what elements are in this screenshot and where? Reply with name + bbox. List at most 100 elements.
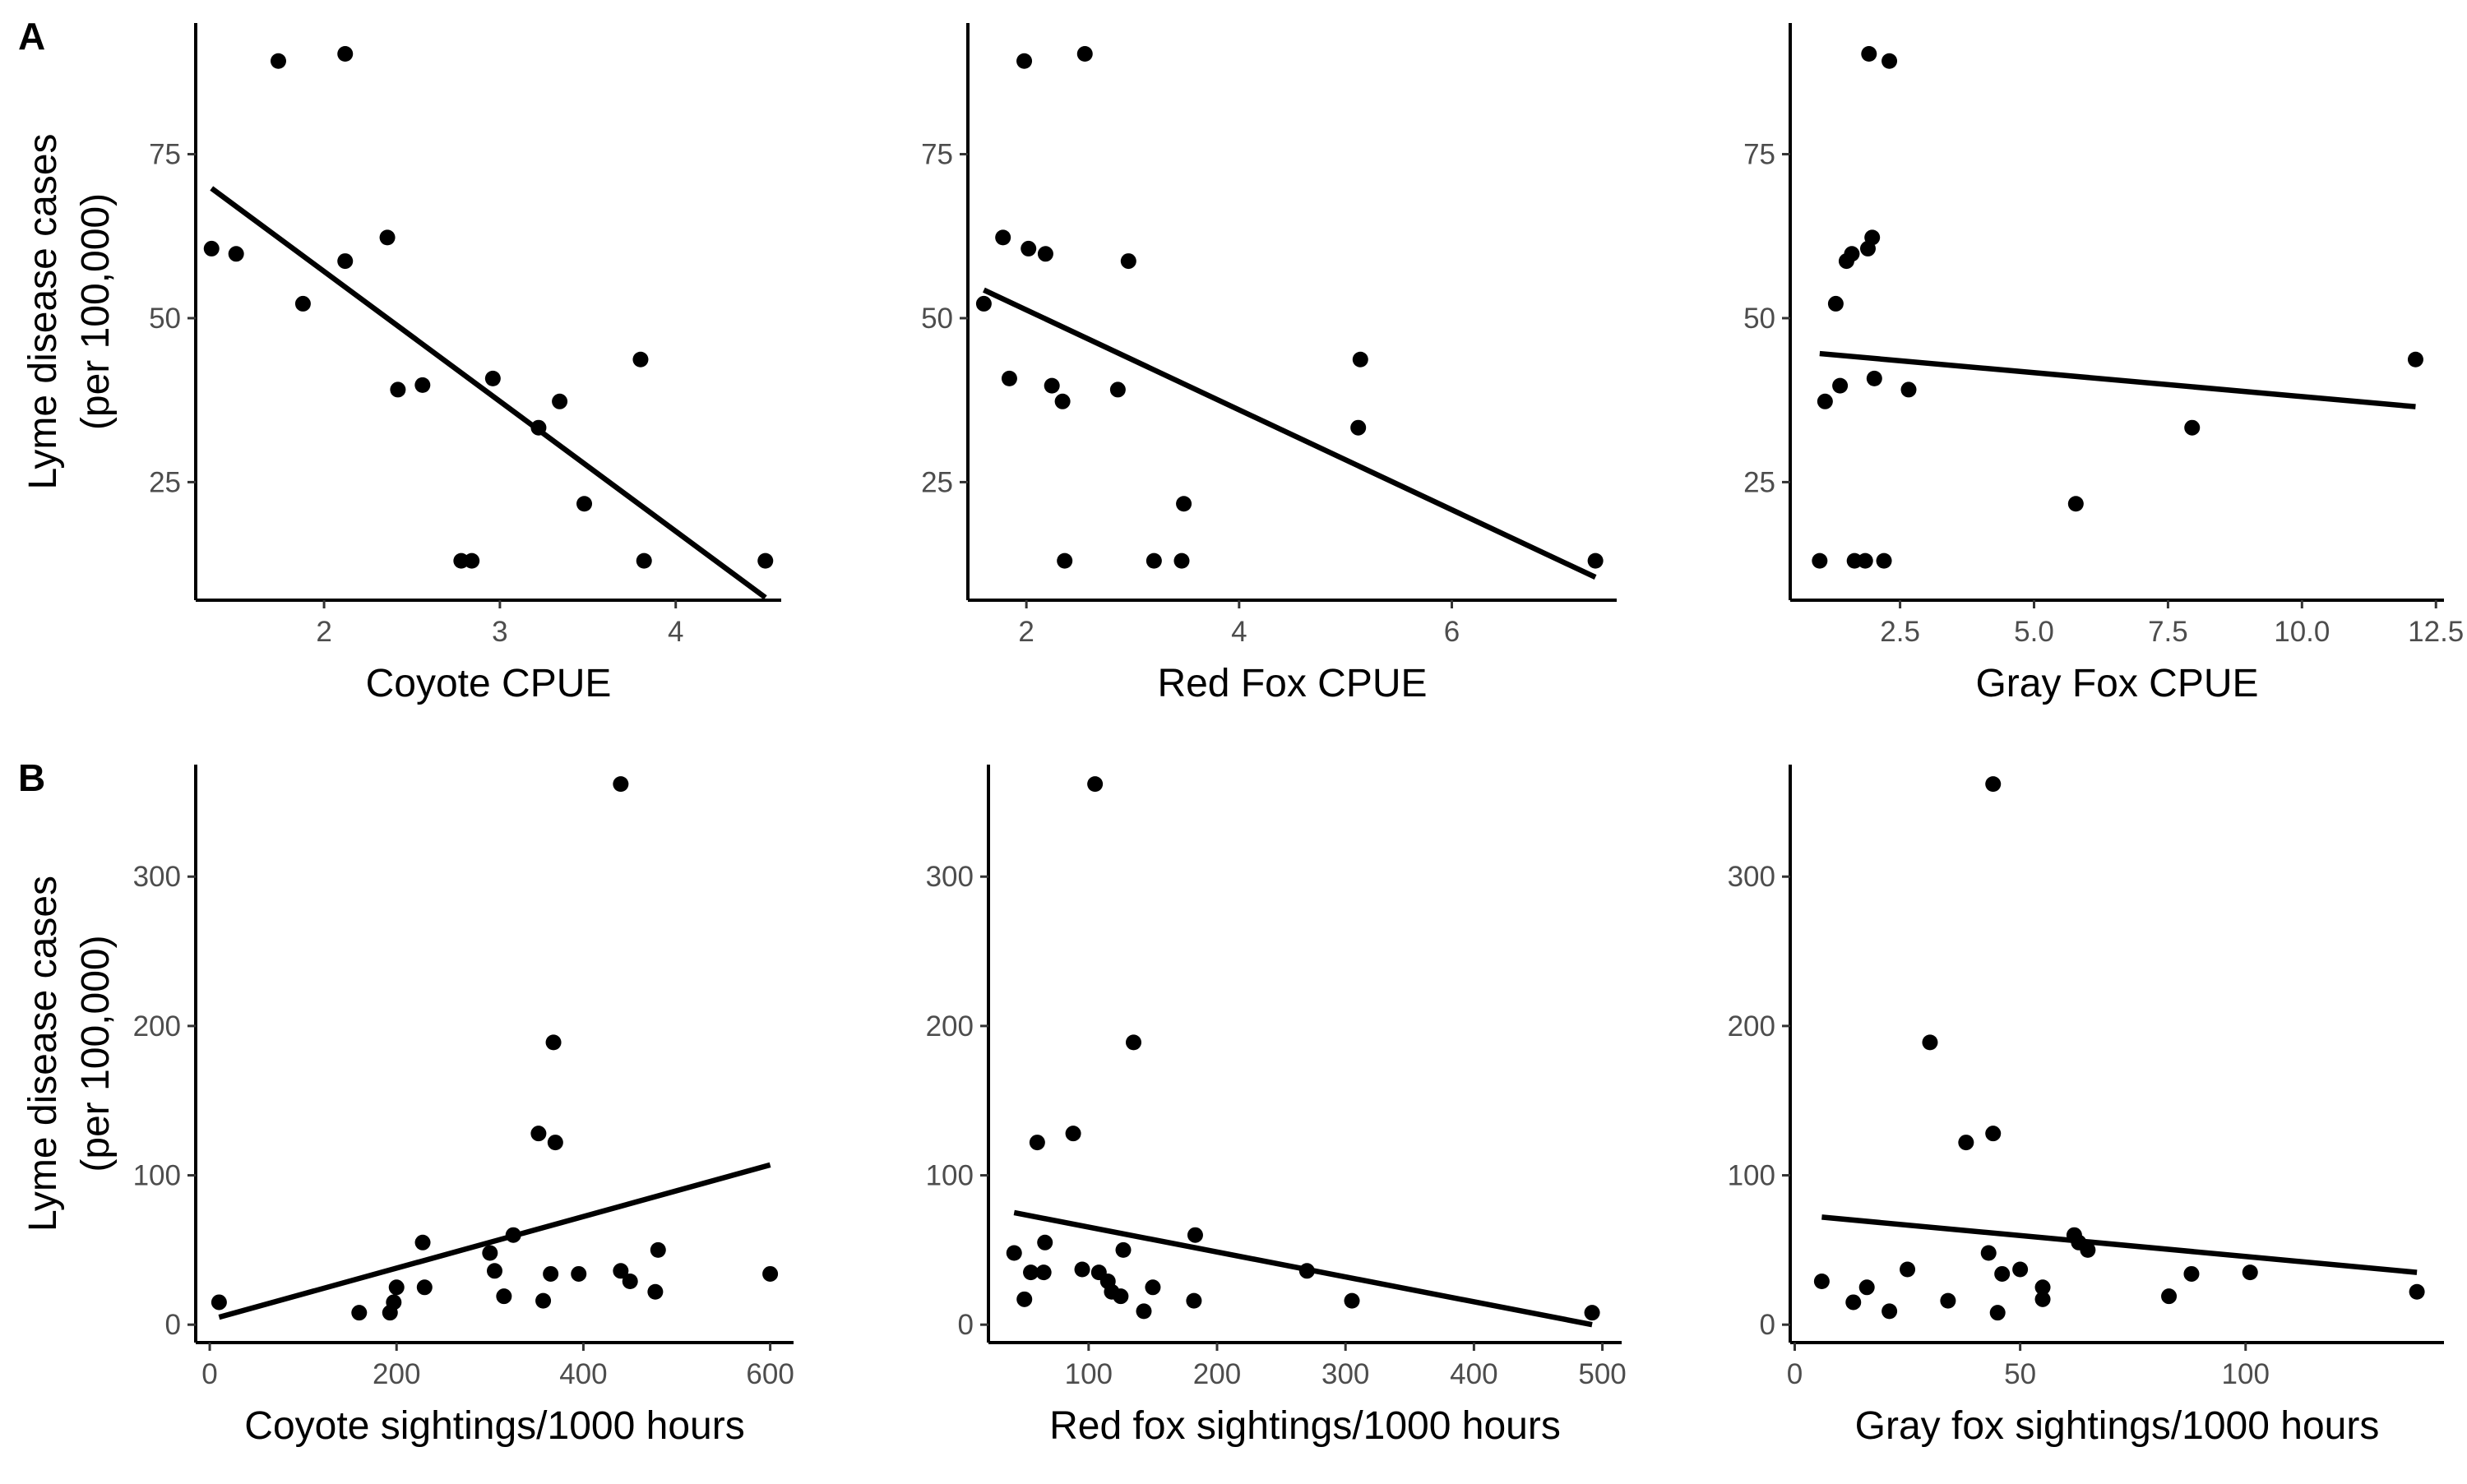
y-axis-title-row-1: Lyme disease cases (per 100,000): [21, 133, 118, 489]
data-point: [1113, 1288, 1129, 1305]
panel-label: B: [18, 756, 45, 799]
data-point: [211, 1294, 227, 1311]
x-tick-label: 12.5: [2408, 616, 2464, 648]
data-point: [2161, 1288, 2178, 1305]
data-point: [1584, 1305, 1600, 1321]
data-point: [1074, 1261, 1090, 1278]
data-point: [1844, 246, 1860, 262]
x-tick-label: 500: [1578, 1358, 1626, 1390]
data-point: [1057, 552, 1073, 569]
data-point: [547, 1135, 563, 1151]
data-point: [1344, 1292, 1360, 1309]
y-tick-label: 0: [1760, 1309, 1775, 1341]
x-tick-label: 2.5: [1880, 616, 1920, 648]
data-point: [2183, 1265, 2200, 1282]
x-tick-label: 50: [2004, 1358, 2036, 1390]
data-point: [650, 1241, 666, 1258]
x-tick-label: 0: [201, 1358, 217, 1390]
y-tick-label: 300: [1728, 861, 1775, 893]
y-tick-label: 75: [1743, 139, 1775, 171]
x-tick-label: 300: [1321, 1358, 1369, 1390]
data-point: [386, 1294, 402, 1311]
data-point: [416, 1279, 433, 1296]
data-point: [379, 229, 396, 246]
data-point: [1173, 552, 1190, 569]
regression-line: [1821, 1214, 2418, 1275]
data-point: [1087, 776, 1104, 793]
data-point: [1864, 229, 1881, 246]
data-point: [1187, 1227, 1203, 1243]
data-point: [1846, 552, 1863, 569]
x-tick-label: 7.5: [2148, 616, 2188, 648]
x-tick-label: 100: [2222, 1358, 2270, 1390]
data-point: [552, 393, 568, 409]
data-point: [1832, 377, 1849, 394]
data-point: [1985, 1126, 2002, 1142]
y-tick-label: 75: [921, 139, 953, 171]
data-point: [228, 246, 244, 262]
regression-line: [218, 1162, 771, 1320]
y-axis-title-line-2: (per 100,000): [74, 193, 118, 430]
y-axis-title-line-2: (per 100,000): [74, 935, 118, 1172]
y-tick-label: 25: [149, 466, 181, 498]
y-tick-label: 300: [926, 861, 974, 893]
data-point: [571, 1265, 587, 1282]
data-point: [1817, 393, 1833, 409]
y-tick-label: 0: [958, 1309, 974, 1341]
data-point: [390, 381, 406, 398]
data-point: [1352, 351, 1368, 368]
x-tick-label: 5.0: [2014, 616, 2054, 648]
data-point: [530, 1126, 547, 1142]
y-tick-label: 50: [1743, 303, 1775, 335]
data-point: [1029, 1135, 1045, 1151]
x-axis-title: Gray Fox CPUE: [1975, 662, 2258, 705]
chart-panel-5: 0 100 200 300 100 200 300 400 500 Red fox sightin…: [926, 765, 1627, 1448]
data-point: [647, 1283, 664, 1300]
regression-line: [1819, 350, 2416, 409]
data-point: [2407, 351, 2423, 368]
data-point: [530, 419, 547, 436]
data-point: [1940, 1292, 1956, 1309]
data-point: [1006, 1245, 1022, 1261]
x-tick-label: 0: [1787, 1358, 1803, 1390]
data-point: [1866, 370, 1882, 386]
data-point: [757, 552, 774, 569]
chart-panel-3: 25 50 75 2.5 5.0 7.5 10.0 12.5 Gray Fox CPUE: [1743, 23, 2464, 705]
y-tick-label: 200: [1728, 1010, 1775, 1042]
data-point: [1021, 240, 1037, 257]
data-point: [1985, 776, 2002, 793]
data-point: [1989, 1305, 2006, 1321]
data-point: [1023, 1264, 1039, 1281]
x-tick-label: 10.0: [2274, 616, 2330, 648]
data-point: [337, 45, 354, 62]
data-point: [487, 1263, 502, 1279]
data-point: [2080, 1241, 2096, 1258]
data-point: [1044, 377, 1060, 394]
data-point: [294, 295, 311, 312]
data-point: [545, 1034, 562, 1051]
regression-line: [210, 186, 767, 600]
data-point: [1861, 45, 1877, 62]
panel-label: A: [18, 15, 45, 58]
data-point: [1115, 1241, 1132, 1258]
x-tick-label: 200: [373, 1358, 420, 1390]
data-point: [2034, 1291, 2051, 1307]
data-point: [1587, 552, 1604, 569]
y-axis-title-line-1: Lyme disease cases: [21, 133, 65, 489]
x-tick-label: 2: [316, 616, 331, 648]
data-point: [2034, 1279, 2051, 1296]
data-point: [1900, 381, 1917, 398]
y-tick-label: 50: [921, 303, 953, 335]
data-point: [975, 295, 992, 312]
data-point: [1125, 1034, 1141, 1051]
data-point: [1136, 1303, 1152, 1320]
data-point: [203, 240, 220, 257]
x-tick-label: 600: [746, 1358, 794, 1390]
x-axis-title: Coyote sightings/1000 hours: [244, 1404, 744, 1448]
data-point: [1037, 1234, 1053, 1251]
data-point: [1876, 552, 1892, 569]
data-point: [414, 1234, 431, 1251]
data-point: [543, 1265, 559, 1282]
